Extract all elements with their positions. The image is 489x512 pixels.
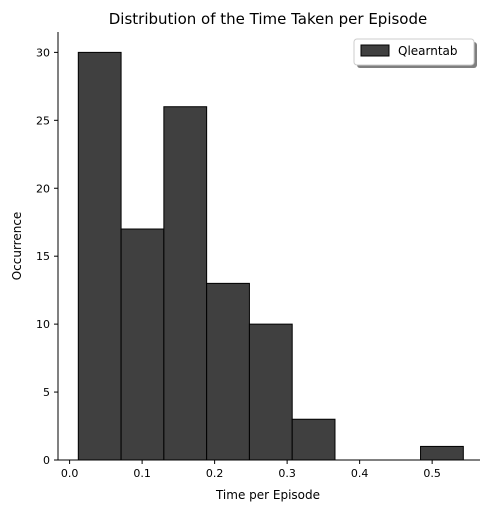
chart-title: Distribution of the Time Taken per Episo…	[109, 10, 428, 28]
histogram-bar	[163, 106, 208, 461]
x-ticks-group: 0.0 0.1 0.2 0.3 0.4 0.5	[61, 460, 441, 480]
x-axis-label: Time per Episode	[215, 488, 320, 502]
y-tick-label: 20	[36, 182, 50, 195]
x-tick-label: 0.1	[133, 467, 151, 480]
histogram-bar	[206, 282, 250, 461]
legend-swatch	[360, 44, 390, 57]
histogram-bar	[77, 51, 122, 461]
y-tick-label: 5	[43, 386, 50, 399]
y-tick-label: 30	[36, 46, 50, 59]
x-tick-label: 0.4	[351, 467, 369, 480]
y-tick-label: 10	[36, 318, 50, 331]
histogram-bar	[120, 228, 165, 461]
legend-label: Qlearntab	[398, 44, 458, 58]
histogram-bar	[248, 323, 293, 461]
histogram-bar	[291, 418, 336, 461]
x-tick-label: 0.3	[278, 467, 296, 480]
legend: Qlearntab	[353, 38, 477, 68]
y-tick-label: 15	[36, 250, 50, 263]
y-axis-label: Occurrence	[10, 212, 24, 281]
x-tick-label: 0.0	[61, 467, 79, 480]
y-ticks-group: 0 5 10 15 20 25 30	[36, 46, 58, 467]
bars-group	[77, 51, 464, 461]
y-tick-label: 0	[43, 454, 50, 467]
histogram-bar	[420, 445, 464, 461]
axes-group	[57, 32, 480, 461]
y-tick-label: 25	[36, 114, 50, 127]
x-tick-label: 0.5	[423, 467, 441, 480]
x-tick-label: 0.2	[206, 467, 224, 480]
